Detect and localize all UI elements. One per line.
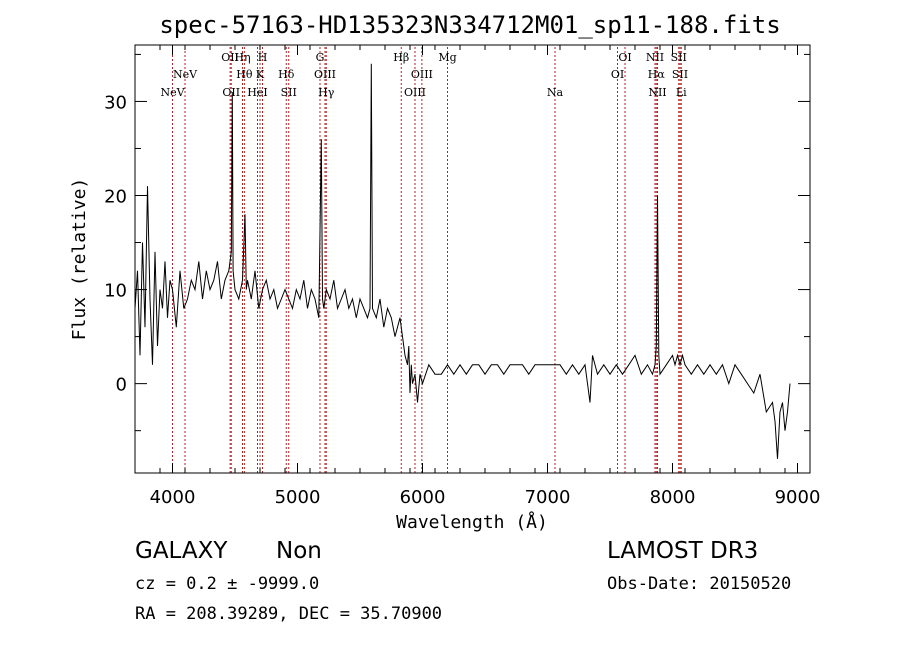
x-tick-label: 4000 [150,487,196,508]
y-tick-label: 20 [104,187,127,208]
line-label: H [258,51,268,64]
y-tick-label: 10 [104,281,127,302]
line-label: SII [672,68,688,81]
line-label: Hβ [393,51,409,64]
line-label: SII [281,86,297,99]
emission-line-markers [172,47,682,473]
line-label: Mg [438,51,456,64]
x-tick-label: 8000 [650,487,696,508]
line-label: Hθ [236,68,253,81]
survey-name: LAMOST DR3 [607,538,759,564]
y-axis-label: Flux (relative) [69,178,90,341]
x-axis-label: Wavelength (Å) [396,511,548,533]
line-label: NeV [160,86,185,99]
x-tick-label: 6000 [400,487,446,508]
x-tick-label: 9000 [775,487,821,508]
line-label: HeI [247,86,267,99]
line-label: OI [611,68,624,81]
line-label: Hγ [318,86,335,99]
y-tick-label: 30 [104,92,127,113]
line-label: NII [646,51,664,64]
line-label: Hα [648,68,666,81]
line-label: OII [221,51,239,64]
line-label: OIII [411,68,433,81]
line-label: Na [547,86,564,99]
observation-date: Obs-Date: 20150520 [607,574,792,594]
line-label: NII [648,86,666,99]
line-label: Hη [234,51,250,64]
line-label: OII [222,86,240,99]
emission-line-labels: NeVNeVOIIOIIHηHθHKHeIHδSIIGOIIIHγHβOIIIO… [160,51,688,99]
line-label: SII [671,51,687,64]
y-tick-label: 0 [116,375,127,396]
line-label: K [256,68,265,81]
line-label: Hδ [278,68,295,81]
x-axis-ticks: 4000 5000 6000 7000 8000 9000 [134,45,821,508]
object-subclass: Non [276,538,322,564]
x-tick-label: 5000 [275,487,321,508]
plot-frame [134,44,811,474]
x-tick-label: 7000 [525,487,571,508]
line-label: OI [618,51,631,64]
y-axis-ticks: 0 10 20 30 [104,53,810,432]
chart-title: spec-57163-HD135323N334712M01_sp11-188.f… [159,11,780,39]
line-label: OIII [314,68,336,81]
line-label: NeV [173,68,198,81]
object-type: GALAXY [135,538,228,564]
spectrum-line [134,63,791,459]
line-label: Li [676,86,687,99]
coordinates-readout: RA = 208.39289, DEC = 35.70900 [135,604,443,624]
line-label: OIII [404,86,426,99]
redshift-readout: cz = 0.2 ± -9999.0 [135,574,320,594]
line-label: G [316,51,325,64]
